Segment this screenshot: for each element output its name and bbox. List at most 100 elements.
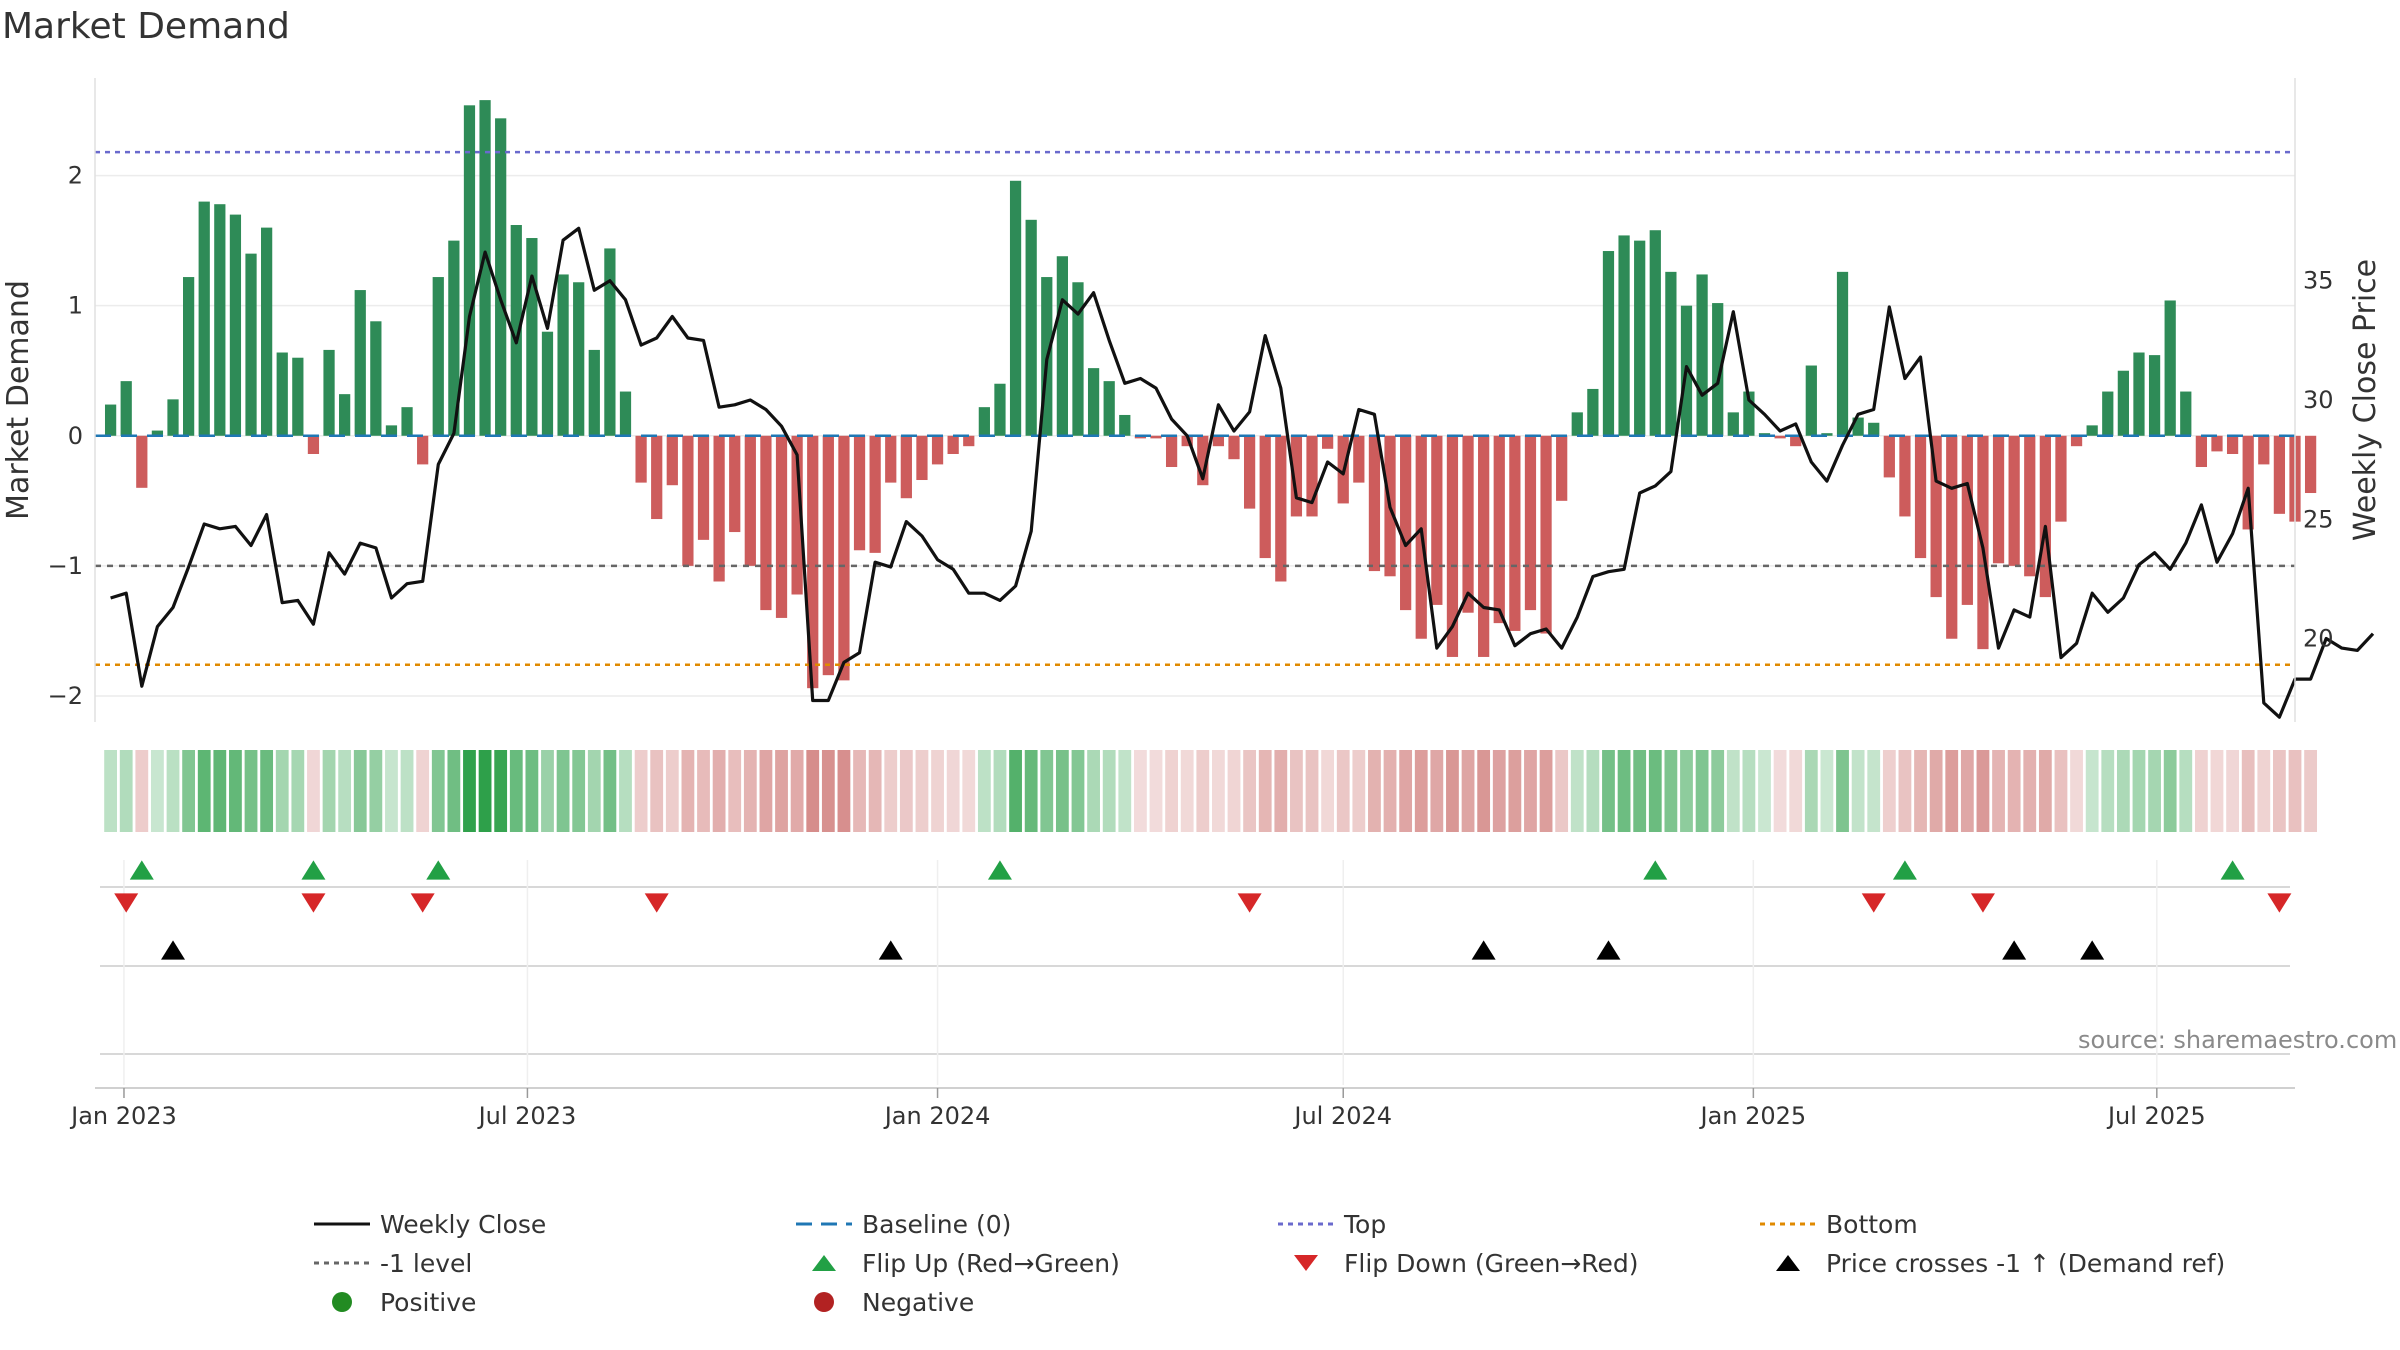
demand-bar [495,118,507,436]
strip-cell [322,750,336,832]
flip-down-marker [1237,893,1262,913]
demand-bar [2164,300,2176,436]
demand-bar [978,407,990,436]
demand-bar [822,435,834,676]
demand-bar [1665,271,1677,436]
x-tick-label: Jan 2025 [1699,1102,1807,1130]
demand-bar [323,349,335,436]
strip-cell [197,750,211,832]
strip-cell [447,750,461,832]
demand-bar [385,425,398,436]
demand-bar [2117,370,2129,436]
demand-bar [1368,435,1381,572]
demand-bar [2180,391,2192,436]
strip-cell [1430,750,1444,832]
demand-bar [697,435,710,540]
strip-cell [2257,750,2271,832]
flip-up-marker [1892,860,1917,880]
demand-bar [276,352,288,436]
demand-bar [354,290,366,436]
legend-item: -1 level [310,1247,472,1279]
strip-cell [603,750,617,832]
strip-cell [1648,750,1662,832]
strip-cell [2226,750,2239,832]
strip-cell [1274,750,1288,832]
demand-bar [635,435,647,483]
strip-cell [135,750,149,832]
strip-cell [821,750,835,832]
left-tick-label: 0 [68,422,83,450]
x-tick-label: Jan 2023 [69,1102,177,1130]
strip-cell [1383,750,1397,832]
dot-purple-icon [1278,1222,1334,1226]
demand-bar [1056,256,1068,436]
demand-bar [2086,425,2098,436]
demand-bar [2055,435,2067,522]
strip-cell [1633,750,1647,832]
strip-cell [338,750,352,832]
demand-bar [1852,417,1864,436]
strip-cell [587,750,601,832]
demand-bar [744,435,756,566]
strip-cell [151,750,164,832]
strip-cell [2054,750,2068,832]
strip-cell [884,750,898,832]
strip-cell [1711,750,1725,832]
strip-cell [1555,750,1569,832]
demand-bar [651,435,663,520]
demand-bar [1306,435,1318,517]
demand-bar [1119,414,1131,436]
demand-bar [1899,435,1911,517]
demand-bar [1790,435,1802,447]
demand-bar [136,435,148,488]
demand-bar [900,435,912,499]
strip-cell [166,750,180,832]
strip-cell [1602,750,1615,832]
demand-bar [1493,435,1505,624]
legend-item: Positive [310,1286,476,1318]
strip-cell [1118,750,1132,832]
strip-cell [1336,750,1350,832]
demand-bar [1228,435,1240,460]
strip-cell [2070,750,2083,832]
demand-bar [1836,271,1849,436]
demand-bar [214,204,226,436]
chart-title: Market Demand [2,6,290,47]
strip-cell [1820,750,1834,832]
strip-cell [1492,750,1506,832]
demand-bar [448,240,460,436]
demand-bar [775,435,788,618]
demand-bar [1571,412,1583,436]
demand-bar [1743,391,1755,436]
demand-bar [370,321,382,436]
strip-cell [1040,750,1054,832]
strip-cell [759,750,773,832]
strip-cell [1586,750,1600,832]
strip-cell [541,750,554,832]
legend-label: Flip Up (Red→Green) [862,1248,1120,1278]
demand-bar [713,435,725,582]
strip-cell [962,750,976,832]
flip-down-marker [1861,893,1886,913]
demand-bar [604,248,616,436]
strip-cell [1804,750,1818,832]
legend-item: Top [1274,1208,1386,1240]
x-tick-label: Jan 2024 [883,1102,991,1130]
strip-cell [915,750,929,832]
strip-cell [1133,750,1147,832]
strip-cell [2023,750,2037,832]
demand-bar [1009,180,1022,436]
strip-cell [1352,750,1366,832]
demand-bar [1165,435,1178,468]
demand-bar [1774,435,1786,439]
demand-bar [2242,435,2254,530]
strip-cell [1461,750,1475,832]
demand-bar [1883,435,1895,478]
demand-bar [557,274,569,436]
x-tick-label: Jul 2025 [2106,1102,2206,1130]
strip-cell [1929,750,1943,832]
strip-cell [2288,750,2302,832]
flip-down-marker [301,893,326,913]
legend-label: Negative [862,1287,975,1317]
demand-bar [1290,435,1303,517]
